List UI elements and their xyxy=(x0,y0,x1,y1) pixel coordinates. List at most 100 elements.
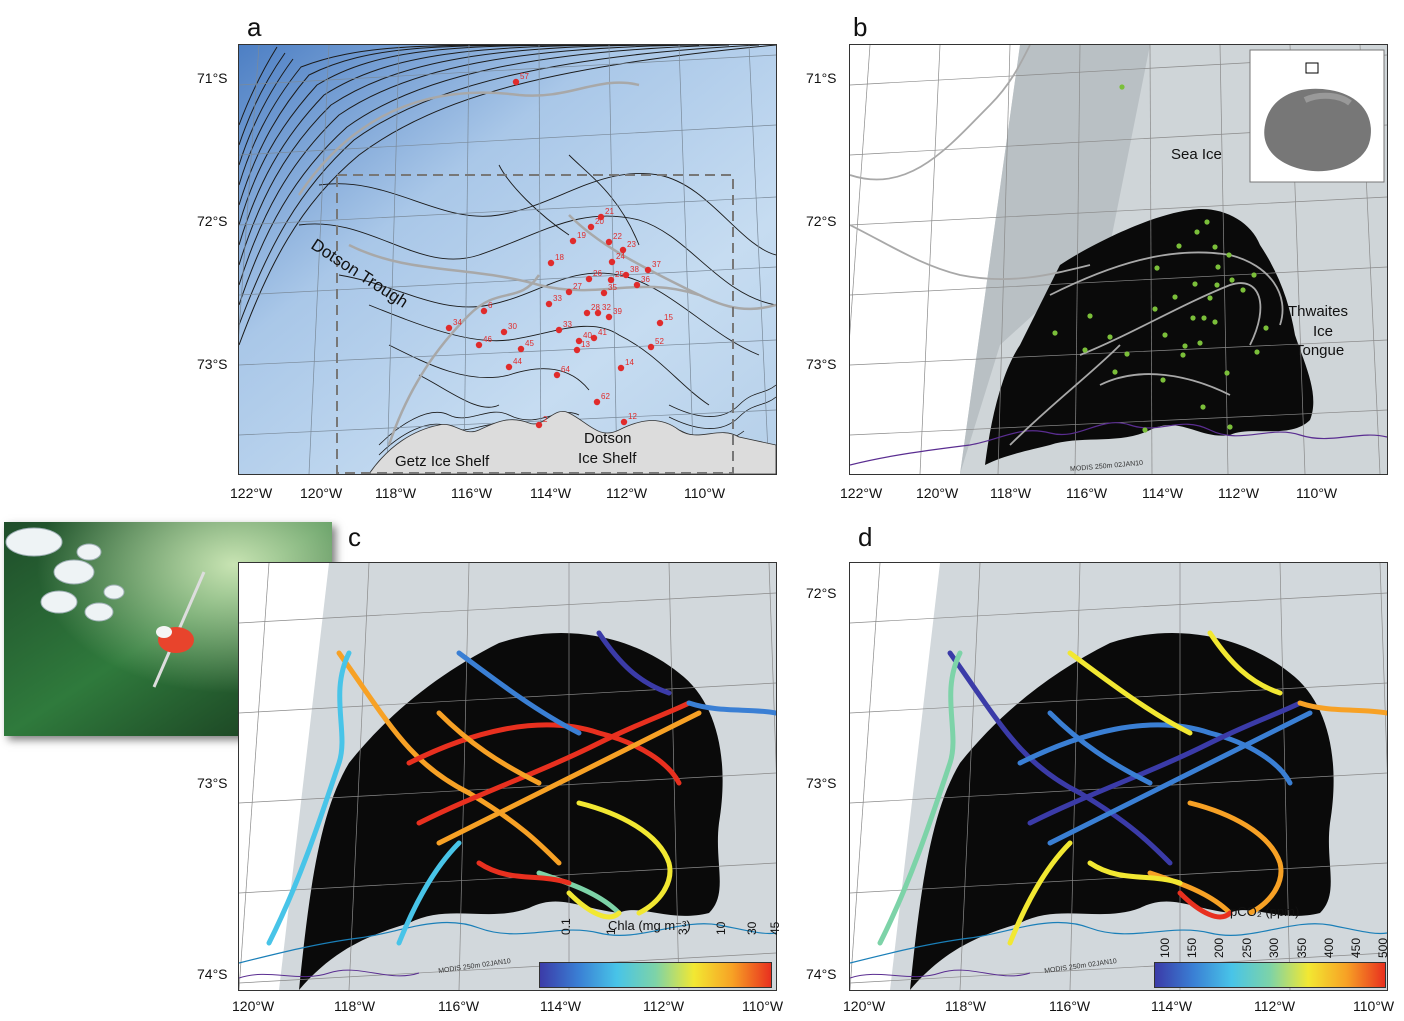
station-number: 37 xyxy=(652,260,661,269)
colorbar-tick: 45 xyxy=(768,921,782,935)
lon-label: 114°W xyxy=(540,998,582,1014)
station-marker[interactable] xyxy=(1182,343,1188,349)
station-marker[interactable] xyxy=(1254,349,1260,355)
station-marker[interactable] xyxy=(512,78,520,86)
station-marker[interactable] xyxy=(1251,272,1257,278)
station-marker[interactable] xyxy=(565,288,573,296)
station-marker[interactable] xyxy=(1207,295,1213,301)
colorbar-tick: 30 xyxy=(745,921,759,935)
station-marker[interactable] xyxy=(1176,243,1182,249)
station-marker[interactable] xyxy=(1112,369,1118,375)
station-marker[interactable] xyxy=(647,343,655,351)
station-marker[interactable] xyxy=(1229,277,1235,283)
station-marker[interactable] xyxy=(1212,319,1218,325)
station-marker[interactable] xyxy=(475,341,483,349)
station-marker[interactable] xyxy=(590,334,598,342)
station-marker[interactable] xyxy=(535,421,543,429)
lon-label: 120°W xyxy=(232,998,275,1014)
station-marker[interactable] xyxy=(605,313,613,321)
station-marker[interactable] xyxy=(553,371,561,379)
station-marker[interactable] xyxy=(600,289,608,297)
chla-map[interactable] xyxy=(238,562,777,991)
colorbar-tick: 500 xyxy=(1376,937,1390,958)
station-marker[interactable] xyxy=(1240,287,1246,293)
station-marker[interactable] xyxy=(583,309,591,317)
station-marker[interactable] xyxy=(597,213,605,221)
station-marker[interactable] xyxy=(1227,424,1233,430)
station-marker[interactable] xyxy=(1201,315,1207,321)
station-number: 36 xyxy=(641,275,650,284)
station-marker[interactable] xyxy=(555,326,563,334)
station-marker[interactable] xyxy=(1152,306,1158,312)
station-marker[interactable] xyxy=(587,223,595,231)
station-marker[interactable] xyxy=(1212,244,1218,250)
track-segment xyxy=(476,860,572,886)
station-marker[interactable] xyxy=(617,364,625,372)
track-segment xyxy=(1047,710,1313,846)
station-marker[interactable] xyxy=(619,246,627,254)
station-marker[interactable] xyxy=(1154,265,1160,271)
station-marker[interactable] xyxy=(569,237,577,245)
station-marker[interactable] xyxy=(1107,334,1113,340)
lat-label: 73°S xyxy=(197,356,228,372)
station-marker[interactable] xyxy=(1194,229,1200,235)
bathymetry-map[interactable]: 57 21 20 22 19 23 18 24 37 26 25 38 27 35 36 28 32 33 39 15… xyxy=(238,44,777,475)
station-marker[interactable] xyxy=(573,346,581,354)
station-marker[interactable] xyxy=(445,324,453,332)
station-marker[interactable] xyxy=(1214,282,1220,288)
station-marker[interactable] xyxy=(1052,330,1058,336)
station-marker[interactable] xyxy=(547,259,555,267)
pco2-colorbar-title: pCO₂ (ppm) xyxy=(1230,904,1300,919)
station-marker[interactable] xyxy=(656,319,664,327)
station-marker[interactable] xyxy=(585,275,593,283)
station-marker[interactable] xyxy=(644,266,652,274)
station-marker[interactable] xyxy=(608,258,616,266)
station-marker[interactable] xyxy=(594,309,602,317)
track-segment xyxy=(536,870,622,916)
station-marker[interactable] xyxy=(1190,315,1196,321)
station-marker[interactable] xyxy=(1192,281,1198,287)
colorbar-tick: 3 xyxy=(676,928,690,935)
station-marker[interactable] xyxy=(633,281,641,289)
station-marker[interactable] xyxy=(1197,340,1203,346)
station-marker[interactable] xyxy=(1142,427,1148,433)
station-marker[interactable] xyxy=(1172,294,1178,300)
station-marker[interactable] xyxy=(622,271,630,279)
panel-letter-c: c xyxy=(348,522,361,552)
station-marker[interactable] xyxy=(480,307,488,315)
lon-label: 122°W xyxy=(230,485,273,501)
station-marker[interactable] xyxy=(605,238,613,246)
station-marker[interactable] xyxy=(1124,351,1130,357)
station-marker[interactable] xyxy=(1263,325,1269,331)
station-marker[interactable] xyxy=(1215,264,1221,270)
station-marker[interactable] xyxy=(1119,84,1125,90)
station-marker[interactable] xyxy=(1200,404,1206,410)
station-marker[interactable] xyxy=(607,276,615,284)
lat-label: 71°S xyxy=(197,70,228,86)
track-segment xyxy=(877,650,963,946)
station-marker[interactable] xyxy=(1226,252,1232,258)
station-marker[interactable] xyxy=(1224,370,1230,376)
station-marker[interactable] xyxy=(620,418,628,426)
station-marker[interactable] xyxy=(1204,219,1210,225)
track-segment xyxy=(406,722,682,786)
station-marker[interactable] xyxy=(505,363,513,371)
station-marker[interactable] xyxy=(1162,332,1168,338)
lat-label: 74°S xyxy=(197,966,228,982)
station-number: 22 xyxy=(613,232,622,241)
station-marker[interactable] xyxy=(593,398,601,406)
lon-label: 122°W xyxy=(840,485,883,501)
station-number: 40 xyxy=(583,331,592,340)
station-marker[interactable] xyxy=(517,345,525,353)
satellite-map-stations[interactable] xyxy=(849,44,1388,475)
pco2-map[interactable] xyxy=(849,562,1388,991)
station-marker[interactable] xyxy=(575,337,583,345)
station-number: 38 xyxy=(630,265,639,274)
panel-letter-d: d xyxy=(858,522,873,552)
station-marker[interactable] xyxy=(1180,352,1186,358)
station-marker[interactable] xyxy=(1160,377,1166,383)
station-marker[interactable] xyxy=(545,300,553,308)
station-marker[interactable] xyxy=(1087,313,1093,319)
station-marker[interactable] xyxy=(500,328,508,336)
station-marker[interactable] xyxy=(1082,347,1088,353)
